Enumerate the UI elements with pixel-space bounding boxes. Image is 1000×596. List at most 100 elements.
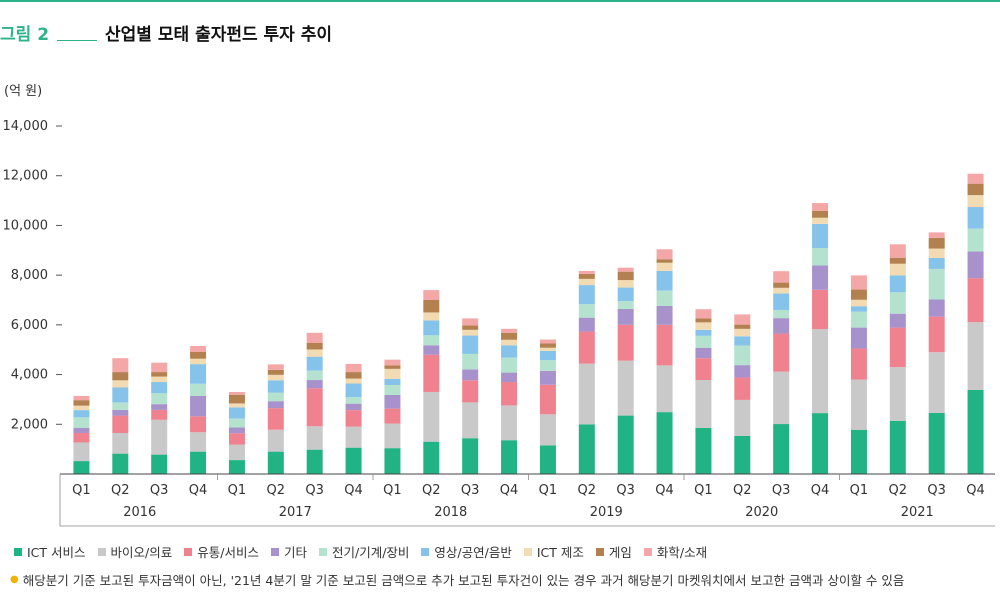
bar-segment: [734, 377, 751, 400]
bar-segment: [306, 449, 323, 474]
y-tick-label: 2,000: [11, 417, 48, 432]
bar-segment: [889, 292, 906, 314]
bar-segment: [617, 300, 634, 309]
bar-segment: [228, 444, 245, 461]
bar-segment: [695, 318, 712, 323]
bar-segment: [889, 367, 906, 421]
bar-segment: [190, 395, 207, 417]
bar-segment: [462, 380, 479, 403]
legend-swatch: [523, 547, 532, 556]
top-accent-line: [0, 0, 1000, 2]
bar-segment: [228, 418, 245, 428]
bar-segment: [928, 248, 945, 258]
y-tick-label: 12,000: [3, 169, 49, 184]
x-tick-label: Q2: [111, 483, 130, 498]
bar-segment: [73, 432, 90, 443]
x-tick-label: Q3: [616, 483, 635, 498]
bar-segment: [850, 379, 867, 430]
bar-segment: [656, 305, 673, 325]
bar-segment: [228, 460, 245, 474]
bar-segment: [617, 360, 634, 416]
bar-segment: [151, 404, 168, 410]
legend-swatch: [270, 547, 279, 556]
bar-segment: [578, 304, 595, 318]
bar-segment: [345, 426, 362, 448]
y-tick-label: 4,000: [11, 368, 48, 383]
bar-segment: [501, 339, 518, 346]
bar-segment: [812, 217, 829, 224]
bar-segment: [501, 345, 518, 358]
bar-segment: [773, 318, 790, 334]
bar-segment: [656, 262, 673, 271]
bar-segment: [228, 403, 245, 408]
bar-segment: [734, 435, 751, 474]
bar-segment: [306, 356, 323, 371]
bar-segment: [151, 393, 168, 405]
bar-segment: [656, 324, 673, 366]
bar-segment: [345, 447, 362, 474]
bar-segment: [578, 317, 595, 332]
legend-item: 유통/서비스: [184, 542, 259, 561]
bar-segment: [112, 387, 129, 403]
bar-segment: [190, 432, 207, 452]
year-label: 2016: [123, 505, 156, 520]
bar-segment: [501, 328, 518, 333]
bar-segment: [423, 345, 440, 355]
y-axis: 2,000 4,000 6,000 8,000 10,000 12,000 14,000: [3, 119, 62, 432]
bar-segment: [928, 299, 945, 317]
bar-segment: [306, 426, 323, 450]
bar-segment: [501, 357, 518, 373]
bar-segment: [462, 318, 479, 326]
bar-segment: [345, 383, 362, 398]
bar-segment: [267, 380, 284, 393]
bar-segment: [112, 358, 129, 373]
x-tick-label: Q3: [150, 483, 169, 498]
bar-segment: [773, 287, 790, 294]
legend-swatch: [184, 547, 193, 556]
bar-segment: [190, 358, 207, 365]
legend-label: 기타: [283, 545, 307, 560]
bar-segment: [384, 408, 401, 424]
bar-segment: [734, 336, 751, 346]
bar-segment: [112, 453, 129, 474]
x-tick-label: Q4: [344, 483, 363, 498]
bar-segment: [967, 278, 984, 323]
bar-segment: [812, 329, 829, 414]
bar-segment: [423, 320, 440, 336]
bar-segment: [462, 329, 479, 336]
bar-segment: [539, 350, 556, 361]
footnote-bullet-icon: ●: [10, 574, 19, 585]
bar-segment: [112, 432, 129, 454]
bar-segment: [656, 259, 673, 263]
legend-item: 화학/소재: [643, 542, 707, 561]
bar-segment: [423, 391, 440, 442]
bar-segment: [345, 410, 362, 427]
bar-segment: [462, 353, 479, 370]
bar-segment: [539, 339, 556, 344]
bar-segment: [384, 378, 401, 386]
bar-segment: [695, 309, 712, 319]
y-tick-label: 8,000: [11, 268, 48, 283]
bar-segment: [423, 312, 440, 321]
bar-segment: [967, 207, 984, 229]
bar-segment: [617, 280, 634, 288]
bar-segment: [850, 348, 867, 380]
bar-segment: [73, 461, 90, 474]
x-tick-label: Q2: [889, 483, 908, 498]
bar-segment: [423, 300, 440, 313]
bar-segment: [695, 347, 712, 359]
legend-label: 전기/기계/장비: [331, 545, 410, 560]
legend-label: 영상/공연/음반: [434, 545, 512, 560]
bar-segment: [889, 263, 906, 276]
bar-segment: [384, 368, 401, 379]
bar-segment: [151, 454, 168, 474]
bar-segment: [695, 322, 712, 330]
bar-segment: [345, 372, 362, 379]
bar-segment: [190, 416, 207, 433]
bar-segment: [889, 313, 906, 328]
bar-segment: [190, 351, 207, 359]
bar-segment: [462, 402, 479, 439]
bar-segment: [267, 429, 284, 452]
bar-segment: [850, 311, 867, 328]
